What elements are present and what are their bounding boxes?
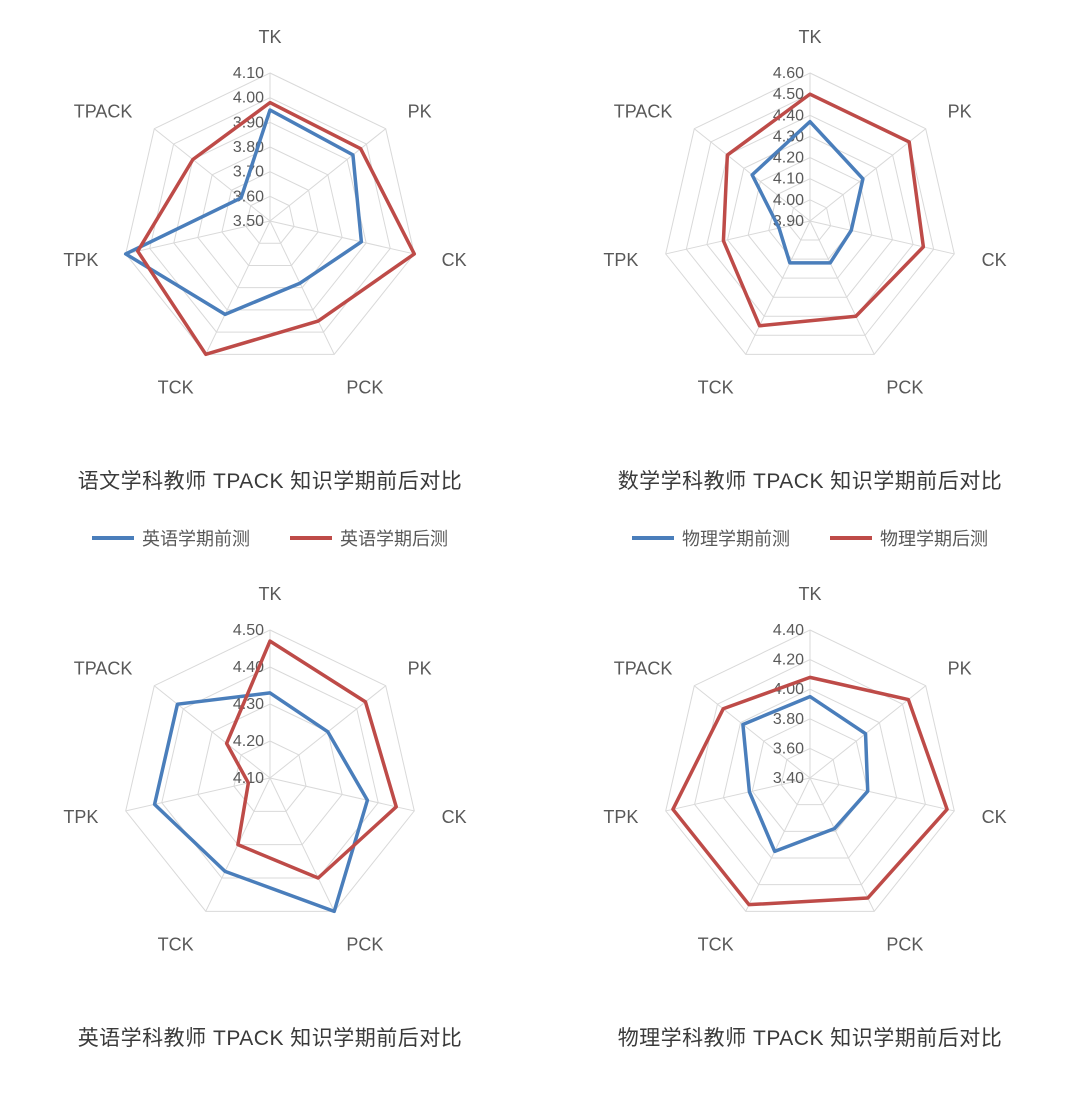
radar-spoke <box>810 221 874 354</box>
radar-axis-label: PK <box>948 658 972 678</box>
chart-grid: 3.503.603.703.803.904.004.10TKPKCKPCKTCK… <box>0 0 1080 1082</box>
radar-axis-label: PCK <box>346 378 383 398</box>
chart-wrap: 3.403.603.804.004.204.40TKPKCKPCKTCKTPKT… <box>550 557 1070 992</box>
radar-tick-label: 4.10 <box>233 65 264 82</box>
radar-axis-label: TK <box>798 584 821 604</box>
radar-tick-label: 3.60 <box>233 188 264 205</box>
radar-svg: 4.104.204.304.404.50TKPKCKPCKTCKTPKTPACK <box>10 557 530 987</box>
radar-tick-label: 4.20 <box>233 733 264 750</box>
radar-axis-label: TPK <box>63 250 98 270</box>
radar-axis-label: TPACK <box>614 101 673 121</box>
radar-axis-label: PK <box>408 658 432 678</box>
radar-axis-label: TK <box>258 584 281 604</box>
legend-item: 英语学期后测 <box>290 525 448 551</box>
radar-svg: 3.904.004.104.204.304.404.504.60TKPKCKPC… <box>550 0 1070 430</box>
legend-swatch <box>92 536 134 540</box>
legend-item: 英语学期前测 <box>92 525 250 551</box>
radar-axis-label: PCK <box>346 935 383 955</box>
radar-spoke <box>810 778 874 911</box>
radar-tick-label: 4.00 <box>773 192 804 209</box>
radar-axis-label: PCK <box>886 935 923 955</box>
chart-caption: 语文学科教师 TPACK 知识学期前后对比 <box>10 465 530 495</box>
radar-axis-label: PCK <box>886 378 923 398</box>
chart-cell-english: 英语学期前测 英语学期后测 4.104.204.304.404.50TKPKCK… <box>0 525 540 1082</box>
radar-axis-label: PK <box>408 101 432 121</box>
radar-axis-label: CK <box>982 250 1007 270</box>
radar-axis-label: TPK <box>603 807 638 827</box>
radar-tick-label: 4.50 <box>233 622 264 639</box>
page-root: 3.503.603.703.803.904.004.10TKPKCKPCKTCK… <box>0 0 1080 1082</box>
radar-spoke <box>270 221 414 254</box>
radar-tick-label: 4.20 <box>773 652 804 669</box>
radar-axis-label: TCK <box>698 935 734 955</box>
chart-caption: 数学学科教师 TPACK 知识学期前后对比 <box>550 465 1070 495</box>
radar-axis-label: TK <box>798 27 821 47</box>
chart-cell-physics: 物理学期前测 物理学期后测 3.403.603.804.004.204.40TK… <box>540 525 1080 1082</box>
radar-axis-label: TPACK <box>614 658 673 678</box>
radar-tick-label: 4.00 <box>233 90 264 107</box>
legend-swatch <box>290 536 332 540</box>
chart-legend: 英语学期前测 英语学期后测 <box>10 525 530 551</box>
chart-wrap: 3.904.004.104.204.304.404.504.60TKPKCKPC… <box>550 0 1070 435</box>
radar-spoke <box>746 778 810 911</box>
radar-svg: 3.403.603.804.004.204.40TKPKCKPCKTCKTPKT… <box>550 557 1070 987</box>
chart-cell-chinese: 3.503.603.703.803.904.004.10TKPKCKPCKTCK… <box>0 0 540 525</box>
legend-swatch <box>830 536 872 540</box>
legend-label: 英语学期后测 <box>340 525 448 551</box>
radar-tick-label: 4.60 <box>773 65 804 82</box>
chart-cell-math: 3.904.004.104.204.304.404.504.60TKPKCKPC… <box>540 0 1080 525</box>
radar-tick-label: 4.40 <box>773 622 804 639</box>
radar-axis-label: TK <box>258 27 281 47</box>
radar-tick-label: 4.10 <box>773 171 804 188</box>
radar-spoke <box>810 778 954 811</box>
radar-series-post <box>227 641 397 878</box>
legend-label: 物理学期前测 <box>682 525 790 551</box>
radar-axis-label: PK <box>948 101 972 121</box>
radar-axis-label: TPK <box>63 807 98 827</box>
radar-axis-label: TCK <box>158 935 194 955</box>
radar-tick-label: 3.40 <box>773 770 804 787</box>
radar-axis-label: CK <box>982 807 1007 827</box>
radar-axis-label: CK <box>442 250 467 270</box>
radar-tick-label: 3.50 <box>233 213 264 230</box>
legend-item: 物理学期前测 <box>632 525 790 551</box>
radar-tick-label: 3.80 <box>773 711 804 728</box>
radar-svg: 3.503.603.703.803.904.004.10TKPKCKPCKTCK… <box>10 0 530 430</box>
chart-wrap: 3.503.603.703.803.904.004.10TKPKCKPCKTCK… <box>10 0 530 435</box>
radar-tick-label: 3.60 <box>773 740 804 757</box>
radar-axis-label: TPACK <box>74 101 133 121</box>
legend-label: 英语学期前测 <box>142 525 250 551</box>
legend-item: 物理学期后测 <box>830 525 988 551</box>
legend-label: 物理学期后测 <box>880 525 988 551</box>
radar-axis-label: CK <box>442 807 467 827</box>
radar-axis-label: TPK <box>603 250 638 270</box>
radar-spoke <box>746 221 810 354</box>
chart-caption: 物理学科教师 TPACK 知识学期前后对比 <box>550 1022 1070 1052</box>
radar-axis-label: TCK <box>158 378 194 398</box>
legend-swatch <box>632 536 674 540</box>
radar-axis-label: TCK <box>698 378 734 398</box>
radar-axis-label: TPACK <box>74 658 133 678</box>
chart-legend: 物理学期前测 物理学期后测 <box>550 525 1070 551</box>
chart-caption: 英语学科教师 TPACK 知识学期前后对比 <box>10 1022 530 1052</box>
radar-spoke <box>810 221 954 254</box>
chart-wrap: 4.104.204.304.404.50TKPKCKPCKTCKTPKTPACK <box>10 557 530 992</box>
